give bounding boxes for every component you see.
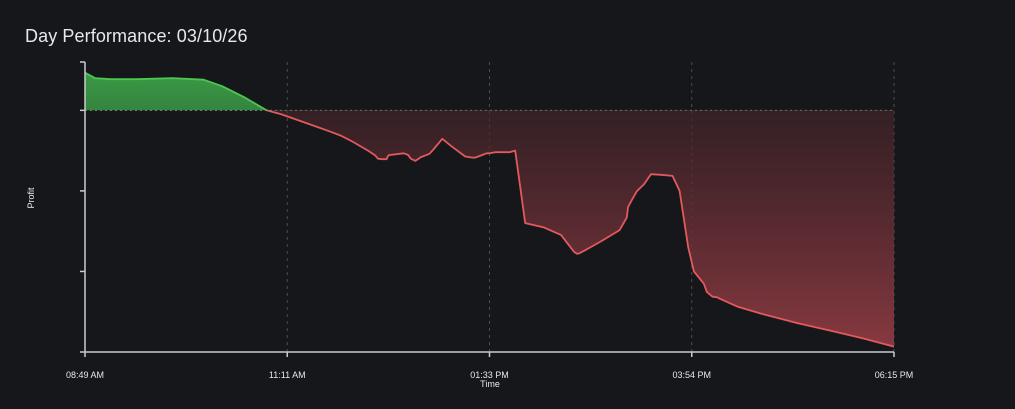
x-tick-label-2: 01:33 PM (470, 370, 509, 380)
area-fills (85, 72, 894, 347)
x-axis-title: Time (480, 379, 500, 389)
series-line-negative (264, 110, 895, 348)
x-tick-label-0: 08:49 AM (66, 370, 104, 380)
negative-area (266, 110, 894, 347)
axes (80, 61, 895, 357)
chart-title: Day Performance: 03/10/26 (25, 26, 248, 46)
x-tick-label-3: 03:54 PM (672, 370, 711, 380)
y-axis-title: Profit (26, 187, 36, 209)
tick-labels: 08:49 AM 11:11 AM 01:33 PM 03:54 PM 06:15 PM (66, 370, 913, 380)
positive-area (85, 72, 894, 111)
x-tick-label-4: 06:15 PM (875, 370, 914, 380)
series-lines (84, 71, 895, 348)
x-tick-label-1: 11:11 AM (269, 370, 306, 380)
